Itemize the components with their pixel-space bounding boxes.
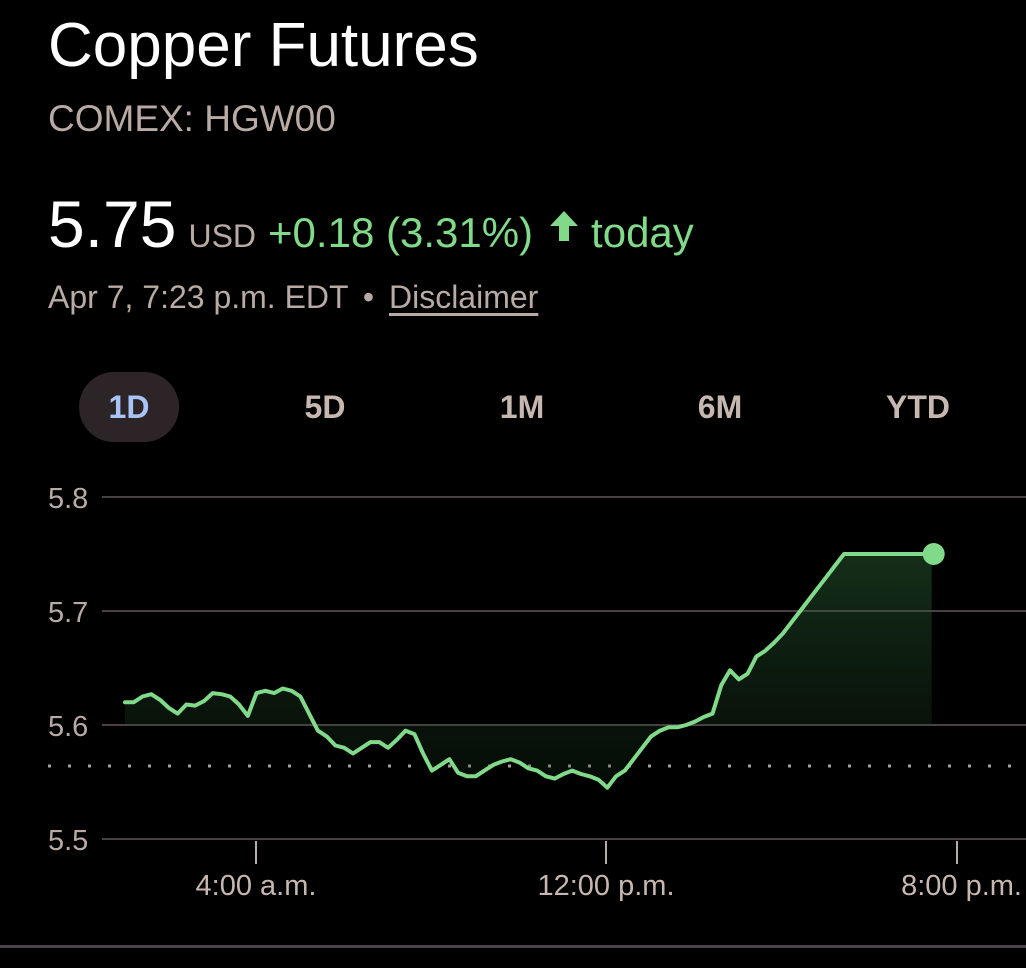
price-value: 5.75 [48, 187, 177, 261]
x-tick-label: 4:00 a.m. [196, 870, 317, 902]
price-series-line [123, 552, 934, 790]
range-tab-6m[interactable]: 6M [697, 388, 743, 425]
last-price-dot [922, 543, 945, 565]
range-tab-1d[interactable]: 1D [79, 372, 179, 442]
page-title: Copper Futures [48, 11, 479, 80]
chart-y-axis: 5.8 5.7 5.6 5.5 [48, 483, 88, 857]
quote-meta: Apr 7, 7:23 p.m. EDT • Disclaimer [48, 279, 538, 316]
y-tick-label: 5.7 [48, 597, 88, 629]
ticker-symbol: COMEX: HGW00 [48, 98, 336, 139]
quote-row: 5.75 USD +0.18 (3.31%) today [48, 186, 694, 262]
range-tab-5d[interactable]: 5D [304, 388, 346, 425]
range-tabs: 1D 5D 1M 6M YTD [0, 372, 1026, 442]
arrow-up-icon [550, 211, 579, 241]
chart-area-fill [125, 554, 932, 788]
currency-label: USD [188, 218, 257, 254]
y-tick-label: 5.6 [48, 711, 88, 743]
chart-x-axis: 4:00 a.m. 12:00 p.m. 8:00 p.m. [196, 841, 1022, 902]
y-tick-label: 5.5 [48, 825, 88, 857]
price-change: +0.18 (3.31%) [268, 209, 534, 256]
range-tab-1m[interactable]: 1M [499, 388, 545, 425]
change-period: today [591, 209, 694, 256]
meta-separator: • [362, 279, 375, 315]
price-chart[interactable]: 5.8 5.7 5.6 5.5 4:00 a.m. 12:00 p.m. 8:00 p.m… [0, 470, 1026, 910]
range-tab-ytd[interactable]: YTD [886, 388, 950, 425]
disclaimer-link[interactable]: Disclaimer [388, 279, 539, 315]
bottom-divider [0, 945, 1026, 948]
x-tick-label: 8:00 p.m. [901, 870, 1022, 902]
y-tick-label: 5.8 [48, 483, 88, 515]
quote-timestamp: Apr 7, 7:23 p.m. EDT [48, 279, 348, 315]
x-tick-label: 12:00 p.m. [537, 870, 674, 902]
